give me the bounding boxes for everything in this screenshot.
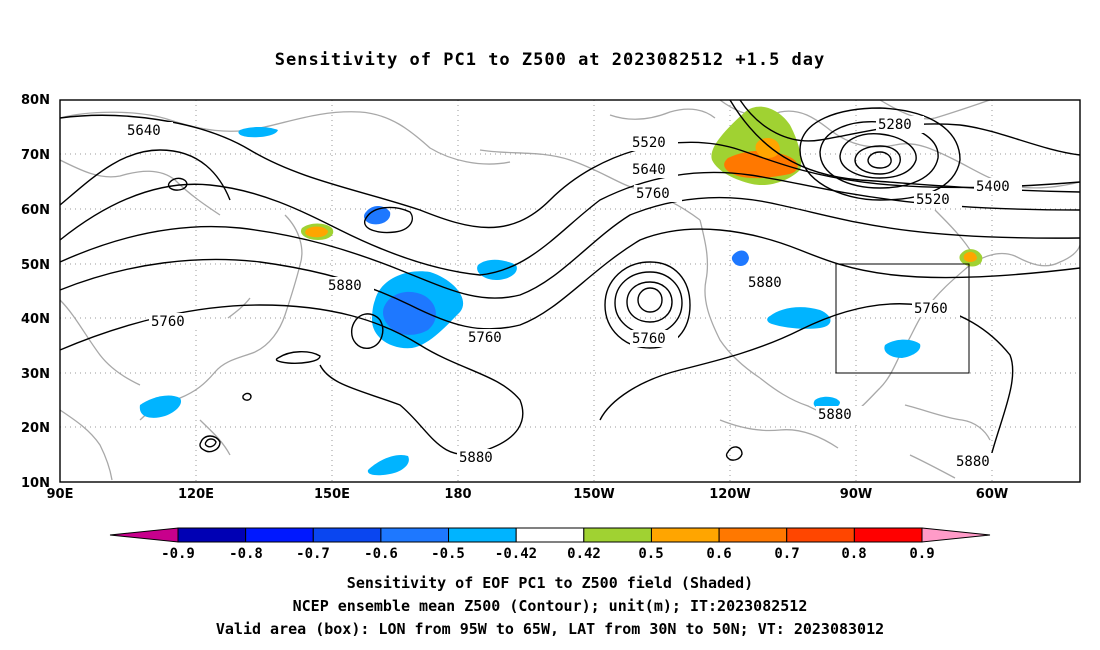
sensitivity-shading: [139, 106, 983, 476]
colorbar-box: [650, 527, 720, 543]
shade-negative-arctic-left: [238, 127, 278, 138]
lon-label: 150E: [314, 487, 350, 502]
map-frame: [59, 99, 1081, 483]
contour-label: 5760: [151, 314, 185, 330]
valid-area-box: [835, 263, 970, 374]
contour-label: 5880: [328, 278, 362, 294]
contour-label: 5280: [878, 117, 912, 133]
lat-label: 50N: [21, 258, 50, 273]
colorbar-box: [448, 527, 517, 543]
lon-axis-labels: 90E 120E 150E 180 150W 120W 90W 60W: [47, 487, 1009, 502]
shade-positive-pacific-core: [305, 226, 328, 238]
colorbar-box: [583, 527, 652, 543]
shade-negative-alaska: [477, 259, 517, 280]
lat-label: 10N: [21, 476, 50, 491]
lat-axis-labels: 80N 70N 60N 50N 40N 30N 20N 10N: [21, 93, 50, 491]
colorbar-label: -0.42: [495, 546, 537, 562]
contour-label: 5520: [632, 135, 666, 151]
coastlines: [59, 99, 1081, 481]
colorbar-low-end: [109, 527, 179, 543]
colorbar-label: -0.9: [161, 546, 195, 562]
colorbar: -0.9 -0.8 -0.7 -0.6 -0.5 -0.42 0.42 0.5 …: [109, 527, 991, 562]
graticule: [60, 100, 1080, 482]
contour-label: 5400: [976, 179, 1010, 195]
shade-negative-east-asia: [139, 395, 182, 418]
contour-label: 5880: [459, 450, 493, 466]
lon-label: 120W: [709, 487, 750, 502]
colorbar-label: 0.8: [841, 546, 866, 562]
lon-label: 60W: [976, 487, 1008, 502]
shade-negative-subtropics: [367, 454, 409, 476]
colorbar-box: [380, 527, 450, 543]
contour-label: 5640: [632, 162, 666, 178]
contour-label: 5640: [127, 123, 161, 139]
colorbar-label: -0.5: [431, 546, 465, 562]
colorbar-label: 0.9: [909, 546, 934, 562]
colorbar-box: [312, 527, 382, 543]
contour-label: 5880: [818, 407, 852, 423]
lon-label: 90E: [47, 487, 74, 502]
lat-label: 60N: [21, 203, 50, 218]
lon-label: 180: [444, 487, 471, 502]
contour-label: 5760: [636, 186, 670, 202]
shade-negative-westpac-inner: [383, 291, 436, 335]
contour-label: 5880: [956, 454, 990, 470]
shade-negative-rockies: [731, 250, 749, 266]
shade-positive-arctic-core: [724, 150, 798, 179]
colorbar-label: -0.8: [229, 546, 263, 562]
shade-positive-canada-core: [963, 251, 977, 262]
contour-label: 5760: [632, 331, 666, 347]
caption-shading: Sensitivity of EOF PC1 to Z500 field (Sh…: [346, 574, 754, 592]
lat-label: 20N: [21, 421, 50, 436]
contour-label: 5880: [748, 275, 782, 291]
lat-label: 40N: [21, 312, 50, 327]
colorbar-high-end: [921, 527, 991, 543]
lon-label: 90W: [840, 487, 872, 502]
caption-contour: NCEP ensemble mean Z500 (Contour); unit(…: [292, 597, 808, 615]
colorbar-label: 0.42: [567, 546, 601, 562]
lon-label: 150W: [573, 487, 614, 502]
contour-label: 5760: [468, 330, 502, 346]
colorbar-box: [853, 527, 923, 543]
contour-label: 5520: [916, 192, 950, 208]
lon-label: 120E: [178, 487, 214, 502]
colorbar-label: 0.6: [706, 546, 731, 562]
contour-label-group: 5640 5520 5640 5760 5280 5400 5520 5880 …: [125, 116, 1022, 470]
caption-valid-area: Valid area (box): LON from 95W to 65W, L…: [215, 620, 885, 638]
colorbar-label: 0.5: [638, 546, 663, 562]
shade-negative-kamchatka: [364, 206, 391, 225]
colorbar-box: [177, 527, 247, 543]
shade-negative-gulf: [884, 339, 921, 358]
contour-label: 5760: [914, 301, 948, 317]
colorbar-box: [245, 527, 314, 543]
colorbar-box: [786, 527, 855, 543]
colorbar-label: -0.6: [364, 546, 398, 562]
colorbar-label: 0.7: [774, 546, 799, 562]
colorbar-box: [515, 527, 585, 543]
colorbar-labels: -0.9 -0.8 -0.7 -0.6 -0.5 -0.42 0.42 0.5 …: [161, 546, 935, 562]
shade-positive-arctic-orange: [755, 138, 780, 158]
colorbar-box: [718, 527, 788, 543]
colorbar-label: -0.7: [296, 546, 330, 562]
lat-label: 70N: [21, 148, 50, 163]
map-title: Sensitivity of PC1 to Z500 at 2023082512…: [274, 50, 826, 70]
lat-label: 30N: [21, 367, 50, 382]
lat-label: 80N: [21, 93, 50, 108]
shade-negative-us-east: [767, 307, 831, 329]
